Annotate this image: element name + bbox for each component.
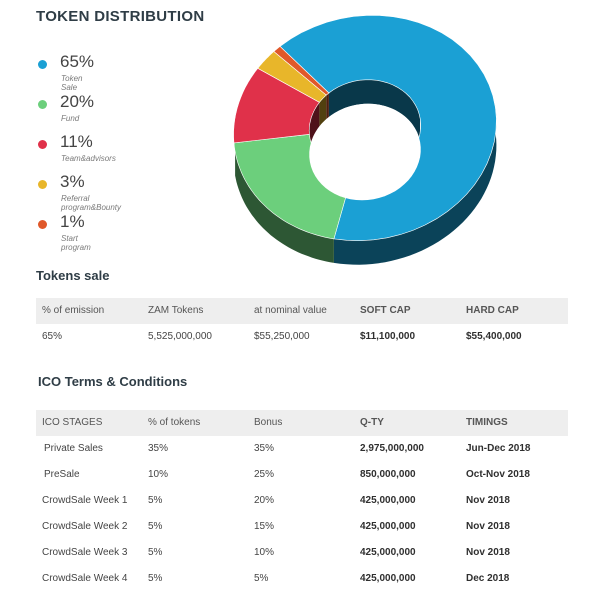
legend-dot	[38, 220, 47, 229]
column-header: Bonus	[254, 417, 283, 428]
table-cell: CrowdSale Week 1	[42, 495, 128, 506]
legend-percent: 20%	[60, 92, 95, 111]
table-cell: CrowdSale Week 2	[42, 521, 128, 532]
column-header: % of emission	[42, 305, 105, 316]
table-row: PreSale 10% 25% 850,000,000 Oct-Nov 2018	[36, 462, 568, 488]
table-cell: 10%	[254, 547, 275, 558]
ico-terms-table: ICO STAGES % of tokens Bonus Q-TY TIMING…	[36, 410, 568, 592]
table-row: CrowdSale Week 2 5% 15% 425,000,000 Nov …	[36, 514, 568, 540]
table-cell: 10%	[148, 469, 169, 480]
legend-percent: 11%	[60, 132, 93, 151]
table-cell: 425,000,000	[360, 495, 416, 506]
table-cell: 2,975,000,000	[360, 443, 424, 454]
table-cell: 5%	[148, 521, 163, 532]
table-cell: 5%	[148, 573, 163, 584]
table-cell: 25%	[254, 469, 275, 480]
table-row: CrowdSale Week 3 5% 10% 425,000,000 Nov …	[36, 540, 568, 566]
table-cell: 5%	[148, 495, 163, 506]
slice-inner-wall-3	[319, 95, 327, 127]
column-header: ZAM Tokens	[148, 305, 204, 316]
legend-label: Team&advisors	[61, 154, 116, 163]
table-cell: Dec 2018	[466, 573, 510, 584]
table-cell: Nov 2018	[466, 521, 510, 532]
table-row: Private Sales 35% 35% 2,975,000,000 Jun-…	[36, 436, 568, 462]
legend-percent: 1%	[60, 212, 85, 231]
table-cell: Nov 2018	[466, 495, 510, 506]
column-header: ICO STAGES	[42, 417, 103, 428]
table-cell: 5,525,000,000	[148, 331, 212, 342]
table-cell: $11,100,000	[360, 331, 416, 342]
page-title: TOKEN DISTRIBUTION	[36, 8, 205, 25]
slice-inner-wall-0	[328, 79, 421, 142]
table-cell: PreSale	[44, 469, 80, 480]
table-cell: Nov 2018	[466, 547, 510, 558]
table-header-row: % of emission ZAM Tokens at nominal valu…	[36, 298, 568, 324]
column-header: HARD CAP	[466, 305, 519, 316]
table-cell: 15%	[254, 521, 275, 532]
table-cell: 850,000,000	[360, 469, 416, 480]
slice-inner-wall-4	[326, 93, 329, 120]
table-cell: 35%	[254, 443, 275, 454]
legend-percent: 65%	[60, 52, 95, 71]
donut-chart	[233, 15, 497, 265]
table-cell: 425,000,000	[360, 573, 416, 584]
legend-label: Token Sale	[61, 74, 83, 92]
slice-side-1	[235, 151, 334, 263]
table-cell: Private Sales	[44, 443, 103, 454]
column-header: at nominal value	[254, 305, 327, 316]
table-cell: 425,000,000	[360, 547, 416, 558]
donut-hole	[309, 103, 421, 201]
legend-dot	[38, 60, 47, 69]
table-cell: CrowdSale Week 4	[42, 573, 128, 584]
slice-side-0	[333, 104, 497, 265]
table-cell: Oct-Nov 2018	[466, 469, 530, 480]
tokens-sale-title: Tokens sale	[36, 268, 110, 283]
table-cell: Jun-Dec 2018	[466, 443, 531, 454]
column-header: % of tokens	[148, 417, 201, 428]
table-cell: 65%	[42, 331, 63, 342]
table-cell: 5%	[254, 573, 269, 584]
table-cell: 425,000,000	[360, 521, 416, 532]
legend-label: Fund	[61, 114, 80, 123]
legend-percent: 3%	[60, 172, 85, 191]
tokens-sale-table: % of emission ZAM Tokens at nominal valu…	[36, 298, 568, 350]
legend-dot	[38, 180, 47, 189]
table-cell: 20%	[254, 495, 275, 506]
legend-label: Start program	[61, 234, 91, 252]
slice-start-program	[273, 45, 330, 96]
legend-dot	[38, 100, 47, 109]
column-header: Q-TY	[360, 417, 384, 428]
column-header: TIMINGS	[466, 417, 508, 428]
table-row: CrowdSale Week 1 5% 20% 425,000,000 Nov …	[36, 488, 568, 514]
table-row: 65% 5,525,000,000 $55,250,000 $11,100,00…	[36, 324, 568, 350]
table-cell: 5%	[148, 547, 163, 558]
legend-label: Referral program&Bounty	[61, 194, 122, 212]
column-header: SOFT CAP	[360, 305, 411, 316]
table-header-row: ICO STAGES % of tokens Bonus Q-TY TIMING…	[36, 410, 568, 436]
legend-dot	[38, 140, 47, 149]
ico-terms-title: ICO Terms & Conditions	[38, 374, 188, 389]
table-row: CrowdSale Week 4 5% 5% 425,000,000 Dec 2…	[36, 566, 568, 592]
table-cell: 35%	[148, 443, 169, 454]
table-cell: $55,400,000	[466, 331, 522, 342]
table-cell: $55,250,000	[254, 331, 310, 342]
table-cell: CrowdSale Week 3	[42, 547, 128, 558]
